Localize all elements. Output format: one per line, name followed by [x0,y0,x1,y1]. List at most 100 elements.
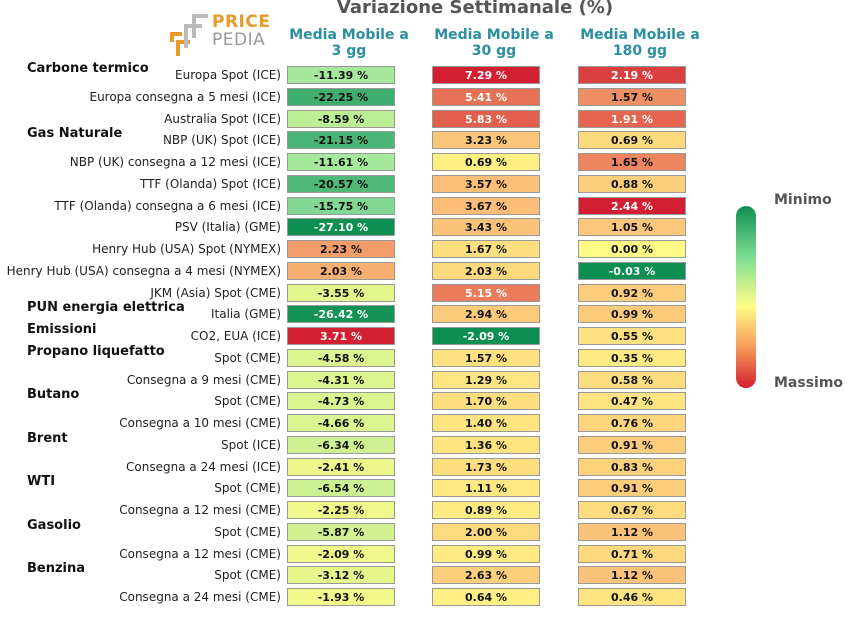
heatmap-cell: 1.67 % [432,240,540,258]
pricepedia-logo: PRICE PEDIA [168,12,270,58]
row-label: Spot (CME) [214,350,281,365]
row-label: Spot (ICE) [221,437,281,452]
heatmap-cell: -11.39 % [287,66,395,84]
category-label: Gasolio [27,517,81,533]
row-label: TTF (Olanda) Spot (ICE) [139,176,281,191]
heatmap-cell: 0.83 % [578,457,686,476]
column-header-line2: 3 gg [331,43,367,59]
heatmap-cell: 0.91 % [578,435,686,454]
row-label: PSV (Italia) (GME) [174,220,281,235]
heatmap-cell: 0.71 % [578,544,686,563]
category-label: Carbone termico [27,61,149,76]
logo-mark-icon [170,14,208,56]
heatmap-cell: 0.58 % [578,370,686,389]
heatmap-cell: 0.89 % [432,501,540,519]
row-label: Spot (CME) [214,568,281,583]
heatmap-cell: 3.57 % [432,174,540,193]
heatmap-cell: 3.43 % [432,218,540,237]
legend-min-label: Minimo [774,192,832,208]
column-header-3gg: Media Mobile a 3 gg [279,27,419,59]
row-label: Europa consegna a 5 mesi (ICE) [89,89,281,104]
category-label: WTI [27,474,56,490]
heatmap-cell: 2.44 % [578,196,686,215]
heatmap-cell: 1.91 % [578,109,686,128]
heatmap-cell: -5.87 % [287,522,395,541]
row-label: CO2, EUA (ICE) [190,329,281,343]
category-label: PUN energia elettrica [27,300,185,316]
heatmap-cell: 1.65 % [578,153,686,171]
category-label: Butano [27,387,80,403]
heatmap-cell: 1.57 % [432,348,540,367]
heatmap-cell: 0.64 % [432,588,540,606]
column-header-line1: Media Mobile a [434,27,554,43]
heatmap-cell: -22.25 % [287,87,395,106]
category-label: Emissioni [27,322,97,337]
heatmap-cell: 1.29 % [432,370,540,389]
heatmap-cell: -4.58 % [287,348,395,367]
heatmap-cell: 0.69 % [578,131,686,150]
heatmap-cell: -6.34 % [287,435,395,454]
heatmap-cell: 0.47 % [578,392,686,411]
heatmap-cell: 0.69 % [432,153,540,171]
heatmap-cell: -3.55 % [287,283,395,302]
heatmap-cell: 3.71 % [287,327,395,345]
heatmap-cell: 2.63 % [432,566,540,585]
legend-color-scale [736,206,756,388]
legend-max-label: Massimo [774,375,844,391]
row-label: JKM (Asia) Spot (CME) [150,285,281,300]
category-label: Brent [27,430,68,446]
heatmap-cell: -3.12 % [287,566,395,585]
row-label: NBP (UK) consegna a 12 mesi (ICE) [69,155,281,169]
row-label: Henry Hub (USA) Spot (NYMEX) [92,242,281,256]
heatmap-cell: 2.23 % [287,240,395,258]
heatmap-cell: 0.67 % [578,501,686,519]
heatmap-cell: -27.10 % [287,218,395,237]
heatmap-cell: -4.31 % [287,370,395,389]
heatmap-cell: -2.41 % [287,457,395,476]
heatmap-cell: 0.92 % [578,283,686,302]
heatmap-cell: -2.09 % [432,327,540,345]
heatmap-cell: 0.99 % [578,305,686,324]
heatmap-cell: 7.29 % [432,66,540,84]
heatmap-cell: 2.94 % [432,305,540,324]
category-label: Gas Naturale [27,126,123,142]
column-header-line1: Media Mobile a [580,27,700,43]
logo-text-pedia: PEDIA [212,30,266,50]
heatmap-cell: -15.75 % [287,196,395,215]
heatmap-cell: 1.11 % [432,479,540,498]
heatmap-cell: -0.03 % [578,261,686,280]
column-header-line2: 30 gg [471,43,517,59]
row-label: Spot (CME) [214,481,281,496]
heatmap-cell: 0.99 % [432,544,540,563]
row-label: Consegna a 10 mesi (CME) [119,416,281,430]
column-header-line2: 180 gg [612,43,668,59]
row-label: Consegna a 24 mesi (CME) [119,590,281,604]
heatmap-cell: 1.57 % [578,87,686,106]
heatmap-cell: -4.73 % [287,392,395,411]
heatmap-cell: 3.67 % [432,196,540,215]
row-label: TTF (Olanda) consegna a 6 mesi (ICE) [54,198,281,213]
category-label: Propano liquefatto [27,343,165,359]
row-label: Europa Spot (ICE) [175,68,281,82]
column-header-30gg: Media Mobile a 30 gg [424,27,564,59]
row-label: Consegna a 12 mesi (CME) [119,503,281,517]
heatmap-cell: -2.09 % [287,544,395,563]
heatmap-cell: 0.91 % [578,479,686,498]
heatmap-cell: -21.15 % [287,131,395,150]
heatmap-cell: 1.70 % [432,392,540,411]
row-label: NBP (UK) Spot (ICE) [162,133,281,148]
column-header-line1: Media Mobile a [289,27,409,43]
heatmap-cell: 1.36 % [432,435,540,454]
row-label: Consegna a 24 mesi (ICE) [126,459,281,474]
heatmap-cell: -8.59 % [287,109,395,128]
heatmap-cell: 0.76 % [578,414,686,432]
heatmap-cell: 0.55 % [578,327,686,345]
row-label: Australia Spot (ICE) [164,111,281,126]
heatmap-cell: 5.83 % [432,109,540,128]
heatmap-cell: 3.23 % [432,131,540,150]
column-header-180gg: Media Mobile a 180 gg [570,27,710,59]
heatmap-cell: -20.57 % [287,174,395,193]
heatmap-cell: -11.61 % [287,153,395,171]
heatmap-cell: 0.46 % [578,588,686,606]
heatmap-cell: 2.19 % [578,66,686,84]
